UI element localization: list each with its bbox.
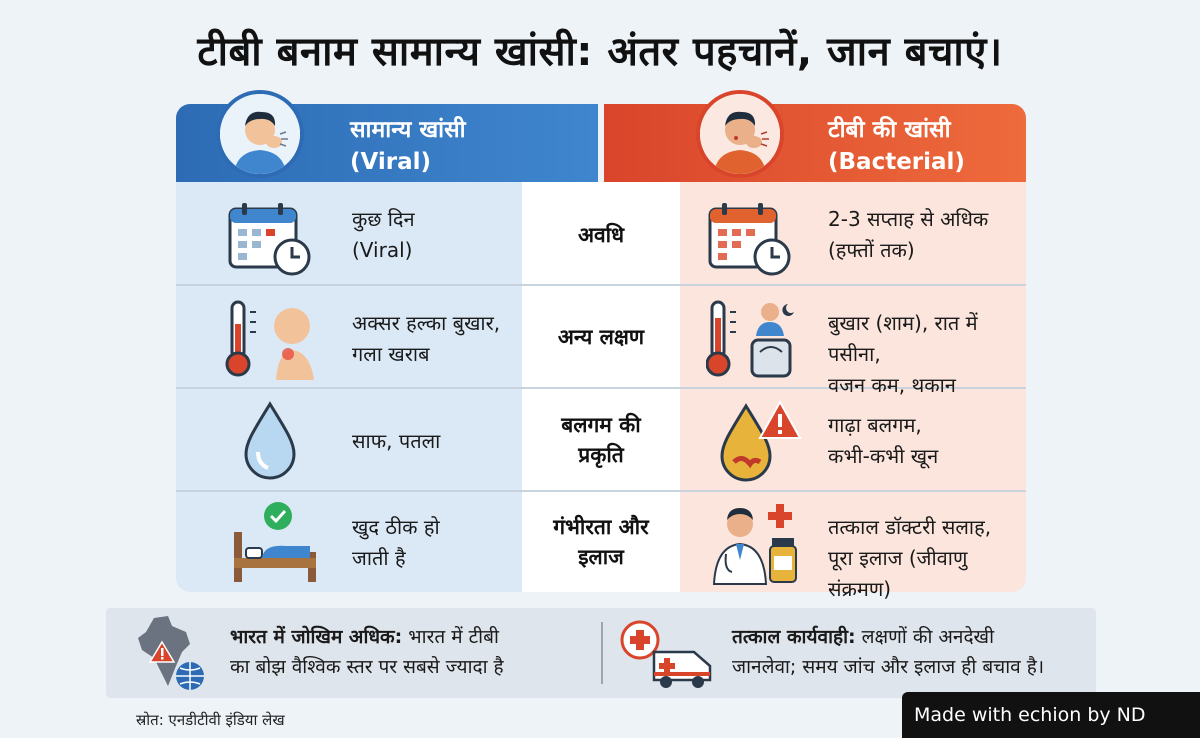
bottom-left-text1: भारत में टीबी [402, 626, 499, 648]
thermometer-sore-throat-icon [225, 300, 314, 380]
left-cell-line1: साफ, पतला [352, 429, 441, 453]
left-cell-line2: जाती है [352, 546, 406, 570]
row-label-line2: इलाज [578, 545, 624, 569]
bottom-divider [601, 622, 603, 684]
row-divider [176, 490, 1026, 492]
bottom-right-text2: जानलेवा; समय जांच और इलाज ही बचाव है। [732, 656, 1045, 678]
left-cell-line1: खुद ठीक हो [352, 515, 440, 539]
thermometer-night-sweat-scale-icon [706, 300, 794, 378]
left-cell-line2: गला खराब [352, 342, 430, 366]
right-cell-line2: पूरा इलाज (जीवाणु संक्रमण) [828, 546, 968, 601]
calendar-clock-icon [708, 203, 791, 276]
left-cell-line1: कुछ दिन [352, 207, 415, 231]
right-cell-line2: वजन कम, थकान [828, 373, 956, 397]
right-cell-line1: गाढ़ा बलगम, [828, 413, 922, 437]
row-divider [176, 284, 1026, 286]
bottom-left-heading: भारत में जोखिम अधिक: [230, 626, 403, 648]
india-map-globe-icon [138, 616, 204, 690]
bottom-info-bar: भारत में जोखिम अधिक: भारत में टीबी का बो… [106, 608, 1096, 698]
right-cell-line1: 2-3 सप्ताह से अधिक [828, 207, 989, 231]
bottom-right-heading: तत्काल कार्यवाही: [732, 626, 856, 648]
header-left-line1: सामान्य खांसी [350, 117, 466, 143]
bed-check-icon [234, 502, 316, 582]
row-label: अन्य लक्षण [557, 325, 645, 349]
left-cell-line1: अक्सर हल्का बुखार, [352, 311, 501, 335]
header-common-cough: सामान्य खांसी (Viral) [176, 90, 598, 182]
tb-coughing-man-icon [696, 90, 784, 178]
header-right-line1: टीबी की खांसी [828, 117, 951, 143]
page-title: टीबी बनाम सामान्य खांसी: अंतर पहचानें, ज… [197, 29, 1003, 75]
left-cell-line2: (Viral) [352, 238, 413, 262]
water-drop-icon [244, 401, 296, 480]
bottom-right-text1: लक्षणों की अनदेखी [855, 626, 995, 648]
header-right-line2: (Bacterial) [828, 149, 965, 175]
header-left-line2: (Viral) [350, 149, 432, 175]
row-label-line1: बलगम की [561, 413, 641, 437]
calendar-clock-icon [228, 203, 311, 276]
right-cell-line1: बुखार (शाम), रात में पसीना, [828, 311, 978, 366]
coughing-man-icon [216, 90, 304, 178]
right-cell-line2: कभी-कभी खून [828, 444, 939, 468]
ambulance-icon [620, 620, 712, 688]
bottom-left-text2: का बोझ वैश्विक स्तर पर सबसे ज्यादा है [230, 656, 504, 678]
row-divider [176, 387, 1026, 389]
blood-drop-warning-icon [720, 399, 802, 482]
doctor-medicine-icon [712, 504, 797, 585]
watermark-badge: Made with echion by ND [902, 692, 1200, 738]
row-label: अवधि [577, 223, 625, 247]
row-label-line2: प्रकृति [578, 443, 624, 467]
header-gap [598, 104, 604, 182]
right-cell-line1: तत्काल डॉक्टरी सलाह, [828, 515, 992, 539]
right-cell-line2: (हफ्तों तक) [828, 238, 915, 262]
source-credit: स्रोत: एनडीटीवी इंडिया लेख [136, 711, 285, 729]
row-label-line1: गंभीरता और [553, 515, 649, 539]
comparison-table: सामान्य खांसी (Viral) टीबी की खांसी (Bac… [176, 90, 1026, 601]
header-tb-cough: टीबी की खांसी (Bacterial) [604, 90, 1026, 182]
